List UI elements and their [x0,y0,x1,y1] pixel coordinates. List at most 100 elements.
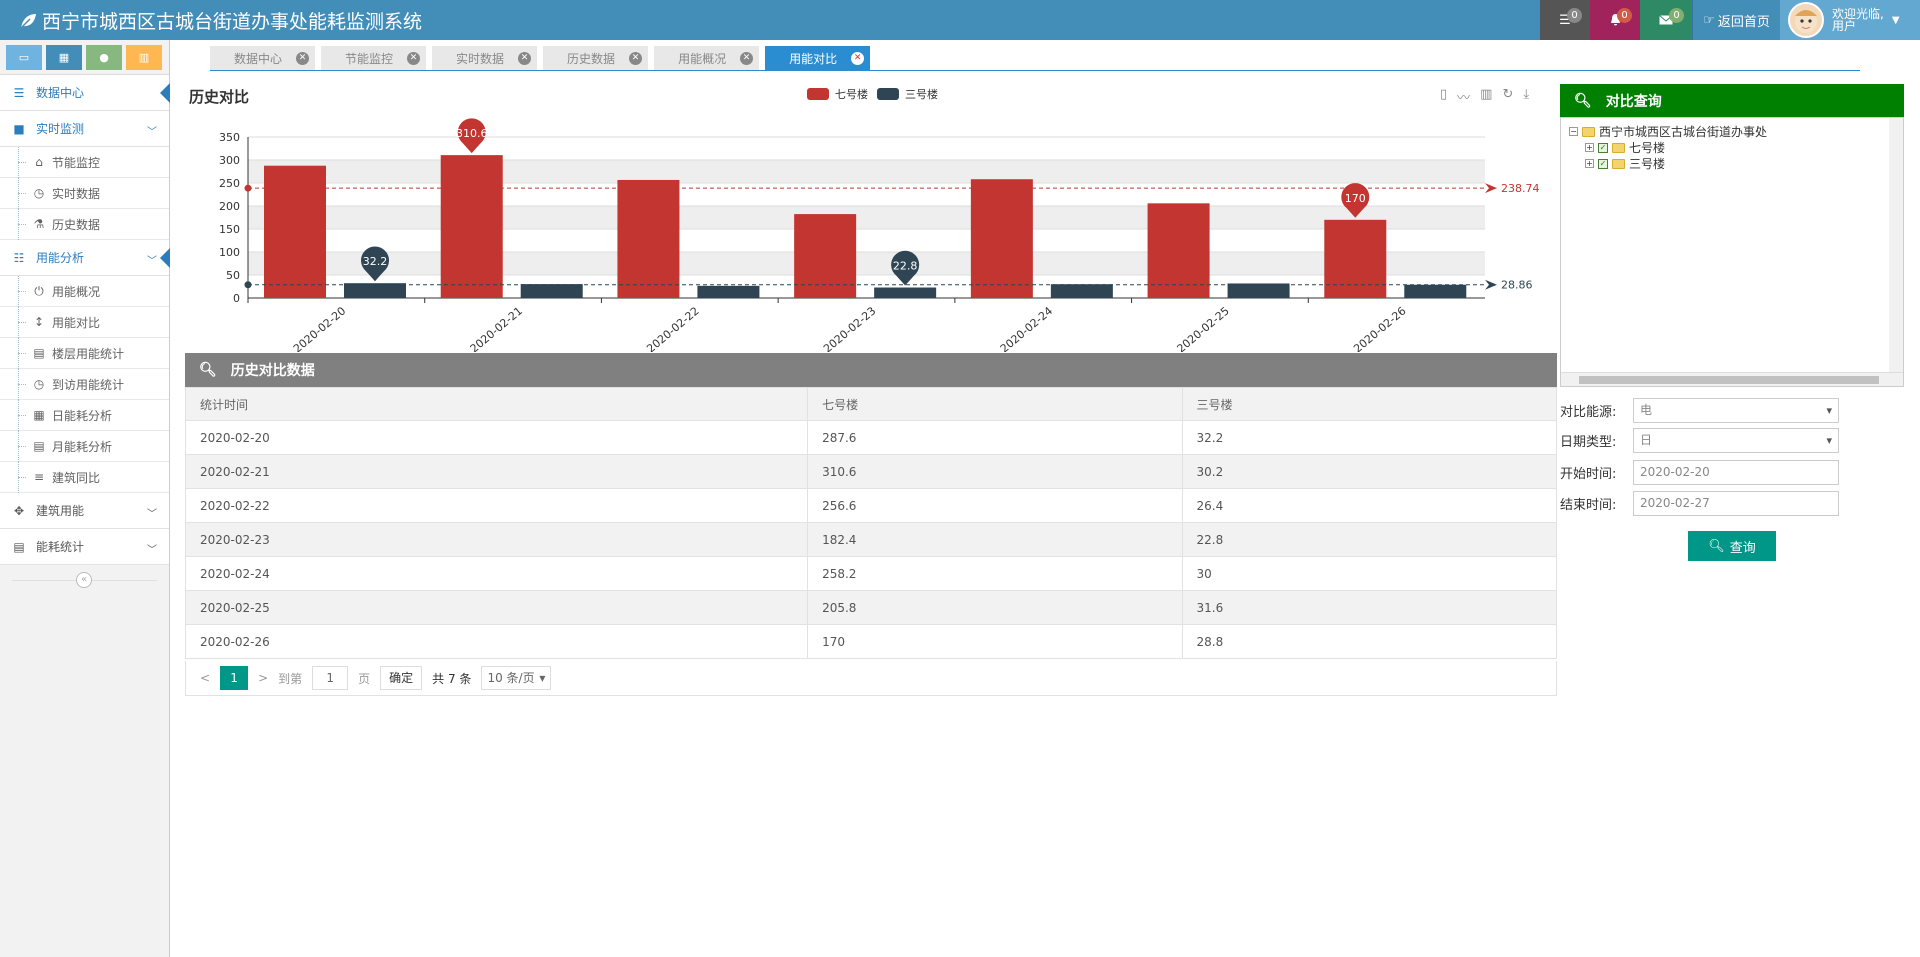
data-view-icon[interactable]: ▯ [1440,87,1448,102]
sidebar-item-energy-saving[interactable]: ⌂ 节能监控 [0,147,169,178]
table-cell: 182.4 [807,522,1183,557]
close-icon[interactable]: ✕ [851,51,865,65]
shortcut-user-button[interactable]: ● [86,45,122,70]
tab-usage-compare[interactable]: 用能对比 ✕ [765,46,871,70]
shortcut-trash-button[interactable]: ▥ [126,45,162,70]
next-page-button[interactable]: > [258,671,269,685]
x-tick-label: 2020-02-23 [821,304,878,352]
expand-node-icon[interactable]: + [1585,143,1594,152]
sidebar-item-realtime-data[interactable]: ◷ 实时数据 [0,178,169,209]
page-1-button[interactable]: 1 [220,666,249,690]
scrollbar-thumb[interactable] [1579,376,1879,384]
y-tick-label: 0 [233,292,240,305]
sidebar-item-data-center[interactable]: ☰ 数据中心 [0,75,170,111]
total-count: 共 7 条 [432,671,472,686]
page-number-input[interactable]: 1 [312,666,349,690]
home-link[interactable]: ☞ 返回首页 [1692,0,1780,40]
query-panel-title: 对比查询 [1605,93,1662,110]
collapse-node-icon[interactable]: − [1569,127,1578,136]
chevron-down-icon: ﹀ [147,127,157,138]
chevron-down-icon: ﹀ [147,509,157,520]
sidebar-item-history-data[interactable]: ⚗ 历史数据 [0,209,169,240]
column-header[interactable]: 三号楼 [1181,387,1558,421]
download-icon[interactable]: ⤓ [1523,87,1530,102]
horizontal-scrollbar[interactable] [1561,372,1903,386]
confirm-page-button[interactable]: 确定 [380,666,423,690]
table-cell: 2020-02-20 [184,420,809,455]
sidebar-item-label: 实时数据 [52,186,101,201]
sidebar-item-floor-stats[interactable]: ▤ 楼层用能统计 [0,338,169,369]
notifications-button[interactable]: 0 [1590,0,1640,40]
vertical-scrollbar[interactable] [1889,118,1903,374]
checkbox-checked[interactable]: ✓ [1598,142,1608,153]
sidebar-item-usage-overview[interactable]: ⏻ 用能概况 [0,276,169,307]
page-size-select[interactable]: 10 条/页 [481,666,552,690]
close-icon[interactable]: ✕ [407,51,421,65]
energy-type-select[interactable]: 电 [1633,398,1839,423]
collapse-sidebar-button[interactable]: « [76,572,92,588]
checkbox-checked[interactable]: ✓ [1598,158,1608,169]
close-icon[interactable]: ✕ [629,51,643,65]
home-label: 返回首页 [1717,14,1770,30]
column-header[interactable]: 七号楼 [807,387,1183,421]
query-button[interactable]: 🔍︎ 查询 [1688,531,1776,561]
x-tick-label: 2020-02-26 [1351,304,1408,352]
table-row: 2020-02-24 258.2 30 [184,556,1558,591]
folder-icon [1612,142,1625,153]
expand-node-icon[interactable]: + [1585,159,1594,168]
shortcut-monitor-button[interactable]: ▭ [6,45,42,70]
user-menu[interactable]: 欢迎光临, 用户 ▼ [1780,0,1920,40]
tree-node-building-7[interactable]: + ✓ 七号楼 [1585,139,1665,156]
calendar-icon: ▤ [33,439,45,453]
sidebar-item-label: 用能概况 [52,284,101,299]
tasks-button[interactable]: ☰ 0 [1540,0,1590,40]
line-chart-icon[interactable]: 〰 [1457,91,1471,106]
search-icon: 🔍︎ [199,362,217,378]
sidebar-item-visit-stats[interactable]: ◷ 到访用能统计 [0,369,169,400]
sidebar-item-monthly-analysis[interactable]: ▤ 月能耗分析 [0,431,169,462]
sidebar-item-building-yoy[interactable]: ≡ 建筑同比 [0,462,169,493]
sidebar-item-building-usage[interactable]: ✥ 建筑用能 ﹀ [0,493,169,529]
bar-chart-icon[interactable]: ▥ [1480,87,1493,102]
app-brand[interactable]: 西宁市城西区古城台街道办事处能耗监测系统 [18,7,422,34]
shortcut-grid-button[interactable]: ▦ [46,45,82,70]
flask-icon: ⚗ [33,217,45,231]
sidebar-item-usage-compare[interactable]: ↕ 用能对比 [0,307,169,338]
tab-data-center[interactable]: 数据中心 ✕ [210,46,316,70]
tab-usage-overview[interactable]: 用能概况 ✕ [654,46,760,70]
messages-button[interactable]: 0 [1640,0,1692,40]
tree-node-building-3[interactable]: + ✓ 三号楼 [1585,155,1665,172]
tree-node-root[interactable]: − 西宁市城西区古城台街道办事处 [1569,123,1767,140]
user-name: 用户 [1832,19,1857,33]
table-cell: 2020-02-22 [184,488,809,523]
end-date-input[interactable]: 2020-02-27 [1633,491,1839,516]
table-header-row: 统计时间 七号楼 三号楼 [184,387,1558,421]
sidebar-item-daily-analysis[interactable]: ▦ 日能耗分析 [0,400,169,431]
prev-page-button[interactable]: < [200,671,211,685]
bar-series-2 [874,287,937,298]
x-tick-label: 2020-02-21 [468,304,525,352]
date-type-select[interactable]: 日 [1633,428,1839,453]
close-icon[interactable]: ✕ [518,51,532,65]
column-header[interactable]: 统计时间 [184,387,809,421]
refresh-icon[interactable]: ↻ [1502,87,1514,102]
tab-energy-saving[interactable]: 节能监控 ✕ [321,46,427,70]
start-date-input[interactable]: 2020-02-20 [1633,460,1839,485]
history-compare-chart: 0 50 100 150 200 250 300 350 七号楼 三号楼 2020-02-20 202… [219,87,1540,352]
top-navbar: 西宁市城西区古城台街道办事处能耗监测系统 ☰ 0 0 0 ☞ 返回首页 欢迎光临… [0,0,1920,40]
sidebar-item-usage-analysis[interactable]: ☷ 用能分析 ﹀ [0,240,170,276]
bar-series-2 [697,285,760,298]
home-icon: ⌂ [35,155,43,169]
folder-icon [1612,158,1625,169]
table-row: 2020-02-23 182.4 22.8 [184,522,1558,557]
close-icon[interactable]: ✕ [296,51,310,65]
tab-realtime-data[interactable]: 实时数据 ✕ [432,46,538,70]
user-icon: ● [99,51,109,64]
sidebar-item-realtime[interactable]: ■ 实时监测 ﹀ [0,111,169,147]
sidebar-item-energy-stats[interactable]: ▤ 能耗统计 ﹀ [0,529,169,565]
close-icon[interactable]: ✕ [740,51,754,65]
grid-icon: ▦ [58,51,70,64]
max-min-pin [1341,183,1370,218]
sidebar-item-label: 楼层用能统计 [52,346,125,361]
tab-history-data[interactable]: 历史数据 ✕ [543,46,649,70]
